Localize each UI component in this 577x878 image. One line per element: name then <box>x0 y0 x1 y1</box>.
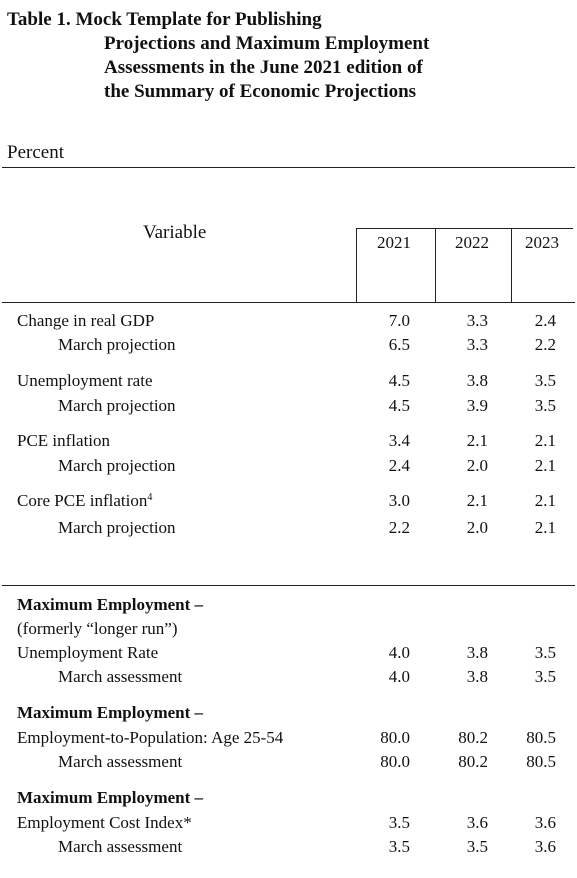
value-2021: 80.0 <box>380 752 410 771</box>
value-2022: 2.1 <box>466 491 488 510</box>
value-2021: 2.2 <box>388 518 410 537</box>
table-title-line-2: Projections and Maximum Employment <box>104 33 430 54</box>
max-employment-heading-1: Maximum Employment – <box>0 595 577 619</box>
value-2022: 80.2 <box>458 728 488 747</box>
row-label: Change in real GDP <box>17 311 155 330</box>
table-title-line-3: Assessments in the June 2021 edition of <box>104 57 423 78</box>
table-row-core-pce: Core PCE inflation4 3.0 2.1 2.1 <box>0 491 577 515</box>
value-2021: 6.5 <box>388 335 410 354</box>
row-label: March projection <box>58 396 176 415</box>
table-row-pce-inflation-march: March projection 2.4 2.0 2.1 <box>0 456 577 480</box>
table-title: Table 1. Mock Template for Publishing Pr… <box>7 8 567 104</box>
value-2022: 3.3 <box>466 335 488 354</box>
row-label: Employment-to-Population: Age 25-54 <box>17 728 284 747</box>
row-label: March projection <box>58 335 176 354</box>
table-title-line-4: the Summary of Economic Projections <box>104 81 417 102</box>
table-row-eci-march: March assessment 3.5 3.5 3.6 <box>0 837 577 861</box>
year-header-2021: 2021 <box>377 233 411 252</box>
value-2023: 3.5 <box>534 371 556 390</box>
row-label: March assessment <box>58 752 183 771</box>
row-label: March assessment <box>58 837 183 856</box>
table-row-real-gdp-march: March projection 6.5 3.3 2.2 <box>0 335 577 359</box>
value-2023: 2.2 <box>534 335 556 354</box>
value-2022: 3.8 <box>466 643 488 662</box>
max-employment-formerly: (formerly “longer run”) <box>0 619 577 643</box>
value-2021: 3.5 <box>388 837 410 856</box>
row-label: Unemployment rate <box>17 371 153 390</box>
value-2021: 3.0 <box>388 491 410 510</box>
section-heading: Maximum Employment – <box>17 788 204 807</box>
header-bottom-rule <box>2 302 575 303</box>
table-row-real-gdp: Change in real GDP 7.0 3.3 2.4 <box>0 311 577 335</box>
value-2022: 80.2 <box>458 752 488 771</box>
header-divider-3 <box>511 228 512 302</box>
value-2023: 2.1 <box>534 431 556 450</box>
max-employment-heading-3: Maximum Employment – <box>0 788 577 812</box>
value-2021: 3.4 <box>388 431 410 450</box>
header-divider-1 <box>356 228 357 302</box>
value-2021: 4.5 <box>388 371 410 390</box>
top-rule <box>2 167 575 168</box>
table-title-line-1: Table 1. Mock Template for Publishing <box>7 9 322 30</box>
section-heading: Maximum Employment – <box>17 703 204 722</box>
row-label: Employment Cost Index* <box>17 813 192 832</box>
value-2021: 3.5 <box>388 813 410 832</box>
value-2021: 2.4 <box>388 456 410 475</box>
value-2023: 80.5 <box>526 728 556 747</box>
section-rule <box>2 585 575 586</box>
header-divider-2 <box>435 228 436 302</box>
table-row-unemployment: Unemployment rate 4.5 3.8 3.5 <box>0 371 577 395</box>
table-row-emp-to-pop-march: March assessment 80.0 80.2 80.5 <box>0 752 577 776</box>
table-row-max-unemployment: Unemployment Rate 4.0 3.8 3.5 <box>0 643 577 667</box>
value-2023: 3.5 <box>534 643 556 662</box>
row-label: March projection <box>58 456 176 475</box>
year-header-rule <box>356 228 573 303</box>
value-2023: 3.5 <box>534 667 556 686</box>
value-2021: 7.0 <box>388 311 410 330</box>
value-2023: 80.5 <box>526 752 556 771</box>
max-employment-heading-2: Maximum Employment – <box>0 703 577 727</box>
year-header-2022: 2022 <box>455 233 489 252</box>
value-2022: 2.0 <box>466 456 488 475</box>
value-2021: 80.0 <box>380 728 410 747</box>
value-2022: 3.5 <box>466 837 488 856</box>
value-2022: 3.8 <box>466 371 488 390</box>
footnote-marker: 4 <box>147 492 153 503</box>
table-row-core-pce-march: March projection 2.2 2.0 2.1 <box>0 518 577 542</box>
value-2023: 2.4 <box>534 311 556 330</box>
unit-label: Percent <box>7 142 64 163</box>
value-2022: 2.0 <box>466 518 488 537</box>
value-2021: 4.0 <box>388 667 410 686</box>
value-2022: 2.1 <box>466 431 488 450</box>
value-2023: 2.1 <box>534 518 556 537</box>
value-2022: 3.8 <box>466 667 488 686</box>
section-subheading: (formerly “longer run”) <box>17 619 178 638</box>
section-heading: Maximum Employment – <box>17 595 204 614</box>
value-2023: 3.5 <box>534 396 556 415</box>
row-label: PCE inflation <box>17 431 111 450</box>
table-row-pce-inflation: PCE inflation 3.4 2.1 2.1 <box>0 431 577 455</box>
row-label-text: Core PCE inflation <box>17 491 148 510</box>
value-2021: 4.0 <box>388 643 410 662</box>
value-2023: 2.1 <box>534 491 556 510</box>
row-label: Unemployment Rate <box>17 643 159 662</box>
table-row-eci: Employment Cost Index* 3.5 3.6 3.6 <box>0 813 577 837</box>
table-row-unemployment-march: March projection 4.5 3.9 3.5 <box>0 396 577 420</box>
row-label: March projection <box>58 518 176 537</box>
value-2022: 3.3 <box>466 311 488 330</box>
value-2022: 3.6 <box>466 813 488 832</box>
value-2023: 2.1 <box>534 456 556 475</box>
value-2021: 4.5 <box>388 396 410 415</box>
variable-column-header: Variable <box>143 222 207 243</box>
row-label: March assessment <box>58 667 183 686</box>
value-2023: 3.6 <box>534 837 556 856</box>
row-label: Core PCE inflation4 <box>17 491 152 511</box>
table-row-max-unemployment-march: March assessment 4.0 3.8 3.5 <box>0 667 577 691</box>
value-2022: 3.9 <box>466 396 488 415</box>
table-row-emp-to-pop: Employment-to-Population: Age 25-54 80.0… <box>0 728 577 752</box>
value-2023: 3.6 <box>534 813 556 832</box>
year-header-2023: 2023 <box>525 233 559 252</box>
